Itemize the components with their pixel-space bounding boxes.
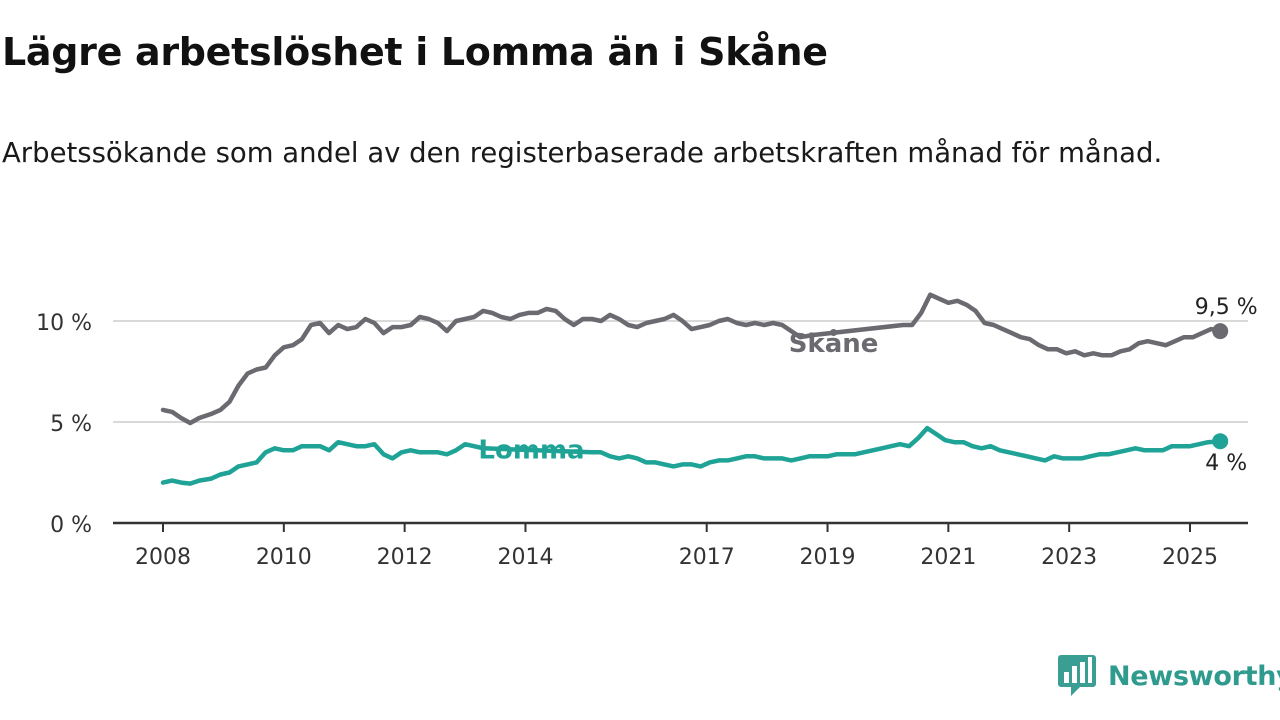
- series-line-skne: [160, 292, 1223, 426]
- x-tick-label: 2010: [256, 545, 312, 570]
- x-tick-label: 2025: [1162, 545, 1218, 570]
- x-tick-label: 2012: [377, 545, 433, 570]
- series-end-label: 9,5 %: [1195, 295, 1258, 320]
- y-tick-label: 5 %: [50, 412, 92, 437]
- series-end-marker: [1212, 433, 1229, 450]
- series-name-label: Lomma: [478, 435, 584, 465]
- y-tick-label: 0 %: [50, 513, 92, 538]
- newsworthy-brand: Newsworthy: [1058, 653, 1280, 699]
- bar-chart-speech-bubble-icon: [1058, 655, 1096, 696]
- series-end-marker: [1212, 323, 1229, 340]
- x-tick-label: 2023: [1041, 545, 1097, 570]
- gridlines: [113, 320, 1248, 423]
- series-lines: [160, 292, 1229, 486]
- series-line-lomma: [160, 425, 1223, 486]
- x-tick-label: 2017: [679, 545, 735, 570]
- chart-title: Lägre arbetslöshet i Lomma än i Skåne: [2, 30, 828, 74]
- series-name-label: Skåne: [789, 327, 879, 359]
- y-tick-label: 10 %: [36, 311, 92, 336]
- x-tick-label: 2019: [800, 545, 856, 570]
- x-tick-label: 2021: [920, 545, 976, 570]
- x-tick-label: 2008: [135, 545, 191, 570]
- x-tick-label: 2014: [497, 545, 553, 570]
- series-labels: 9,5 % 4 % Skåne Lomma: [478, 295, 1257, 476]
- chart-subtitle: Arbetssökande som andel av den registerb…: [2, 137, 1163, 169]
- brand-name: Newsworthy: [1108, 660, 1280, 692]
- axes: 0 % 5 % 10 % 2008 2010 2012 2014 2017 2019 2021 20…: [36, 311, 1248, 570]
- series-end-label: 4 %: [1205, 451, 1247, 476]
